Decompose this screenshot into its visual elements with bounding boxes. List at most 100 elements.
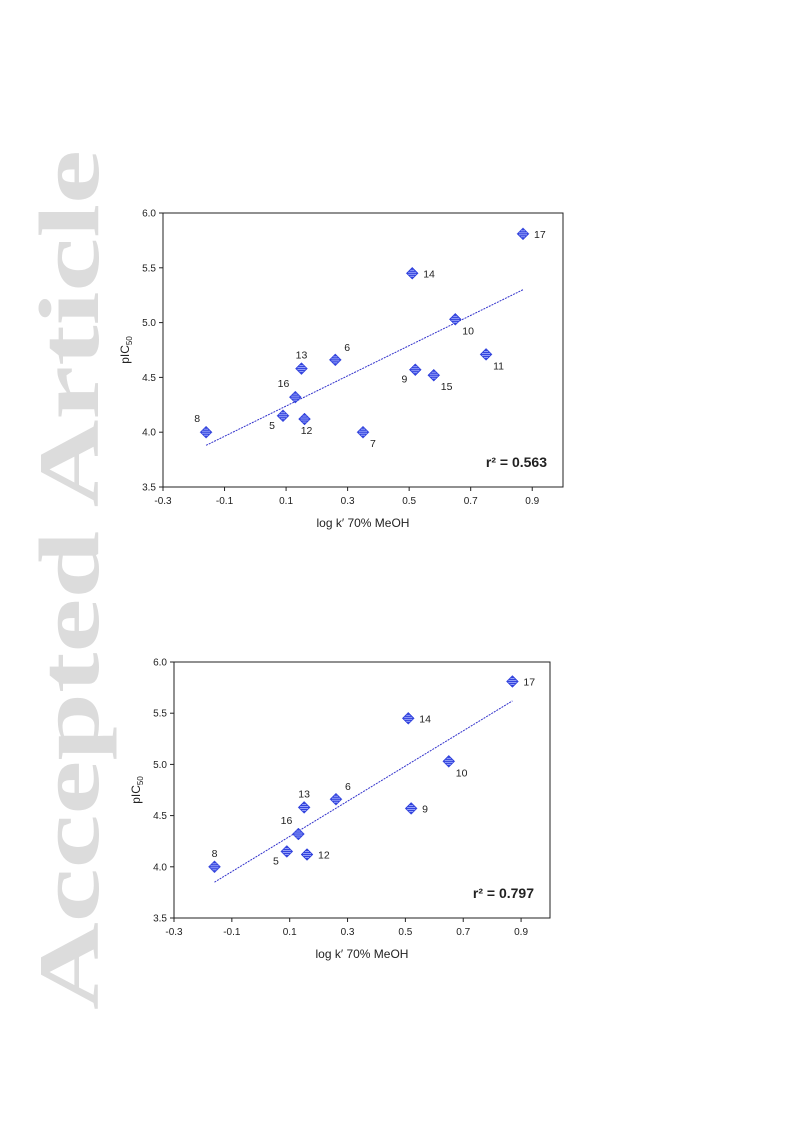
point-label: 7 [370,438,376,450]
diamond-marker [295,362,308,375]
x-tick-label: 0.3 [341,927,355,938]
watermark-text: Accepted Article [21,150,117,1010]
y-axis-title: pIC50 [118,336,134,364]
data-point [295,362,308,375]
data-point [276,409,290,423]
y-tick-label: 5.5 [153,709,167,720]
point-label: 14 [423,268,435,280]
data-point [199,425,213,439]
y-tick-label: 6.0 [142,209,156,220]
y-tick-label: 5.0 [153,760,167,771]
data-point [208,860,221,874]
diamond-marker [479,348,493,361]
data-point [292,827,305,841]
data-point [506,675,519,688]
point-label: 14 [419,713,431,725]
data-point [329,792,343,806]
plot-area-frame [162,212,564,488]
point-label: 17 [523,676,535,688]
x-tick-label: -0.3 [165,927,183,938]
trend-line [214,700,513,883]
r-squared-label: r² = 0.797 [473,885,534,901]
diamond-marker [356,425,370,439]
point-label: 10 [456,767,468,779]
diamond-marker [506,675,519,688]
x-tick-label: -0.1 [223,927,241,938]
y-tick-label: 3.5 [153,914,167,925]
point-label: 13 [298,788,310,800]
point-label: 6 [344,342,350,354]
data-point [516,227,530,241]
data-point [300,848,314,861]
x-tick-label: 0.5 [402,496,416,507]
y-tick-label: 4.0 [142,428,156,439]
point-label: 10 [462,325,474,337]
plot-area-frame [173,661,551,919]
point-label: 11 [493,360,504,372]
diamond-marker [442,754,456,768]
diamond-marker [298,412,311,426]
trend-line [205,289,524,446]
y-tick-label: 4.5 [153,811,167,822]
x-axis-title: log k′ 70% MeOH [317,516,410,530]
point-label: 13 [296,350,308,362]
diamond-marker [427,368,441,382]
x-tick-label: 0.9 [514,927,528,938]
y-tick-label: 3.5 [142,483,156,494]
x-tick-label: 0.1 [283,927,297,938]
diamond-marker [276,409,290,423]
accepted-article-watermark: Accepted Article [21,150,117,1010]
point-label: 8 [194,413,200,425]
data-point [288,390,302,404]
y-tick-label: 4.5 [142,373,156,384]
point-label: 5 [269,420,275,432]
x-tick-label: 0.7 [456,927,470,938]
diamond-marker [329,792,343,806]
r-squared-label: r² = 0.563 [486,454,547,470]
point-label: 12 [318,850,330,862]
diamond-marker [516,227,530,241]
x-tick-label: -0.1 [216,496,234,507]
point-label: 12 [301,425,313,437]
diamond-marker [208,860,221,874]
x-tick-label: 0.7 [464,496,478,507]
y-tick-label: 6.0 [153,658,167,669]
data-point [442,754,456,768]
data-point [280,845,294,858]
point-label: 9 [422,803,428,815]
diamond-marker [401,711,415,725]
diamond-marker [408,363,422,377]
diamond-marker [328,353,342,367]
x-axis-title: log k′ 70% MeOH [316,947,409,961]
y-tick-label: 4.0 [153,862,167,873]
point-label: 16 [278,378,290,390]
y-axis-title: pIC50 [129,776,145,804]
diamond-marker [300,848,314,861]
diamond-marker [405,266,419,280]
point-label: 17 [534,229,546,241]
x-tick-label: 0.5 [398,927,412,938]
point-label: 6 [345,781,351,793]
point-label: 9 [401,374,407,386]
data-point [328,353,342,367]
data-point [448,312,462,326]
point-label: 15 [441,381,453,393]
point-label: 8 [212,848,218,860]
y-tick-label: 5.0 [142,318,156,329]
data-point [297,801,311,814]
x-tick-label: -0.3 [154,496,172,507]
diamond-marker [199,425,213,439]
data-point [356,425,370,439]
diamond-marker [288,390,302,404]
data-point [408,363,422,377]
diamond-marker [297,801,311,814]
diamond-marker [280,845,294,858]
point-label: 16 [281,815,293,827]
diamond-marker [404,802,418,815]
data-point [405,266,419,280]
data-point [404,802,418,815]
data-point [298,412,311,426]
diamond-marker [448,312,462,326]
